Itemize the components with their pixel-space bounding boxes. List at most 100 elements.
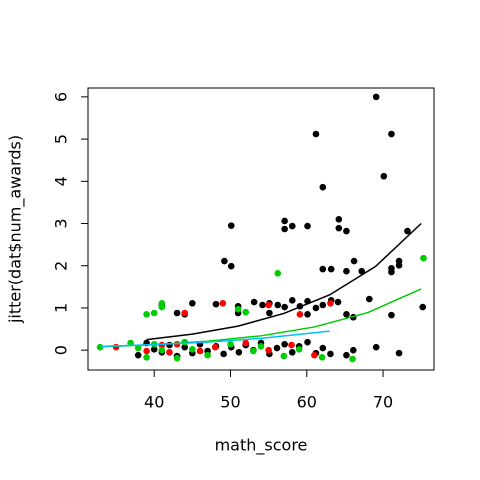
point [212,300,220,308]
point [181,309,189,317]
point [234,305,242,313]
point [388,311,395,319]
point [227,340,234,348]
point [112,343,120,351]
point [281,225,288,233]
point [281,303,288,311]
y-tick-label: 6 [52,92,71,102]
point [295,346,303,353]
point [273,344,281,352]
point [296,310,304,318]
point [420,254,427,262]
point [150,346,158,353]
point [259,301,266,309]
point [304,338,311,346]
point [343,310,350,318]
point [334,298,342,306]
point [196,347,204,355]
point [227,262,235,270]
point [221,257,228,265]
point [288,341,295,349]
point [242,339,250,347]
point [134,344,142,352]
point [235,348,243,356]
point [250,347,257,355]
point [366,295,373,303]
point [335,224,343,232]
point [266,309,273,317]
y-tick-label: 4 [52,176,71,186]
point [312,304,320,312]
plot-frame [87,87,435,371]
point [350,257,358,265]
point [281,340,288,348]
point [419,303,427,311]
point [288,222,296,230]
x-tick-label: 40 [144,393,164,412]
x-tick-label: 70 [373,393,393,412]
x-tick-label: 50 [220,393,240,412]
point [319,183,327,191]
point [319,344,327,352]
x-axis-title: math_score [215,436,308,456]
point [319,301,327,309]
point [327,299,334,307]
point [327,265,335,273]
point [204,351,211,359]
point [166,348,173,356]
point [311,351,318,359]
point [166,341,173,349]
point [304,310,311,318]
point [349,346,357,354]
y-axis-title: jitter(dat$num_awards) [6,135,26,324]
point [388,130,395,138]
point [265,346,272,354]
fit-line [146,222,422,341]
point [173,354,181,362]
point [250,298,258,306]
point [280,352,288,360]
y-tick-label: 2 [52,261,71,271]
point [158,303,166,311]
point [404,227,411,235]
point [173,309,181,317]
point [219,299,227,307]
point [288,348,296,356]
point [274,270,282,277]
y-tick-label: 0 [52,345,71,355]
point [372,343,380,351]
point [134,351,142,359]
point [181,343,189,351]
point [388,268,395,276]
point [288,297,296,304]
point [143,310,150,318]
point [274,301,282,309]
point [265,301,272,309]
point [343,267,350,275]
point [358,267,365,275]
y-tick-label: 5 [52,134,71,144]
point [395,262,403,269]
point [349,355,356,363]
point [257,343,265,350]
point [227,222,235,229]
point [327,350,334,358]
fit-line [100,330,330,348]
point [372,93,380,101]
point [318,354,326,361]
point [189,346,196,353]
point [150,309,158,317]
y-tick-label: 1 [52,303,71,313]
point [304,222,311,230]
point [189,299,196,307]
point [220,350,227,358]
point [343,227,350,235]
point [211,343,219,351]
point [395,349,403,357]
point [312,130,320,138]
point [143,354,150,361]
point [143,347,150,355]
point [380,172,388,180]
